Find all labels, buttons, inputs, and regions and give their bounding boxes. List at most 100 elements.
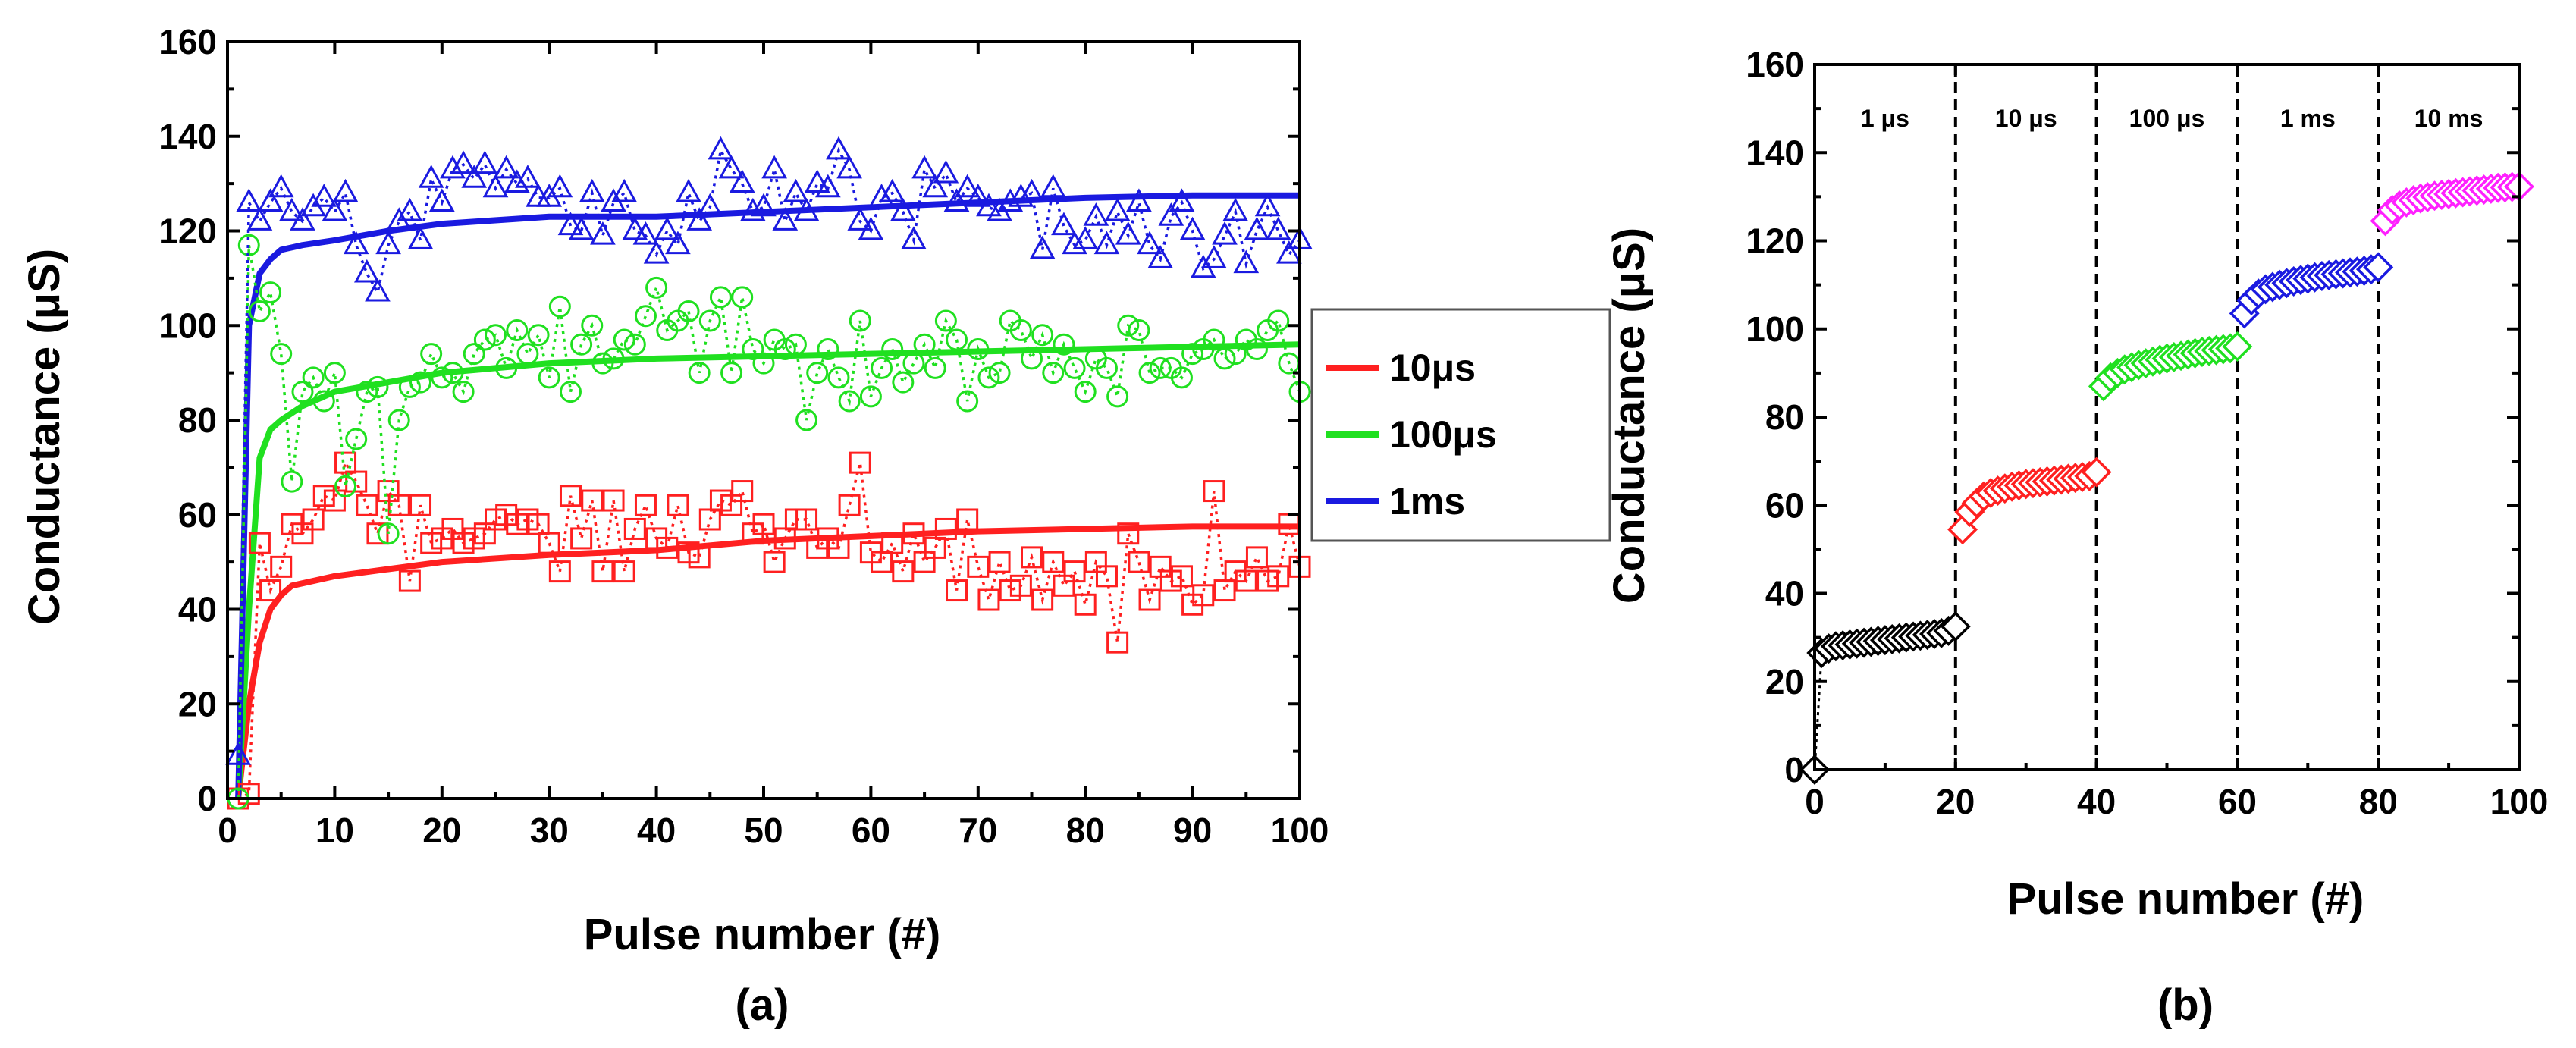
data-point	[934, 309, 957, 332]
data-point	[773, 337, 796, 360]
y-tick-label: 120	[158, 212, 217, 251]
data-point	[742, 337, 764, 360]
data-point	[366, 375, 389, 398]
data-point	[463, 343, 485, 366]
region-label: 10 ms	[2414, 105, 2483, 132]
x-tick-label: 60	[852, 811, 890, 850]
data-point	[1029, 235, 1056, 259]
data-point	[911, 155, 937, 179]
data-point	[548, 295, 571, 318]
data-point	[924, 536, 946, 559]
legend-box	[1310, 308, 1611, 542]
panel-b-chart: 1 μs 10 μs 100 μs 1 ms 10 ms 0 20 40 60 80 100 120…	[1605, 45, 2548, 1030]
data-point	[817, 337, 839, 360]
data-point	[440, 155, 466, 179]
data-point	[1212, 221, 1238, 245]
data-point	[838, 390, 861, 413]
data-point	[849, 309, 871, 332]
data-point	[356, 494, 378, 516]
data-point	[1254, 193, 1281, 217]
data-point	[1276, 240, 1302, 264]
x-tick-label: 70	[959, 811, 997, 850]
legend-label: 100μs	[1389, 413, 1497, 456]
data-point	[506, 318, 529, 341]
data-point	[365, 278, 391, 302]
data-point	[257, 188, 284, 212]
data-point	[259, 579, 282, 602]
data-point	[836, 155, 862, 179]
data-point	[334, 451, 357, 474]
data-point	[902, 352, 925, 375]
data-point	[804, 169, 830, 193]
data-point	[591, 352, 614, 375]
data-point	[827, 366, 850, 389]
data-point	[954, 174, 981, 198]
x-tick-label: 60	[2218, 782, 2257, 821]
data-point	[1021, 546, 1043, 569]
data-point	[922, 174, 949, 198]
x-tick-label: 0	[218, 811, 237, 850]
x-tick-label: 80	[2359, 782, 2398, 821]
data-point	[323, 489, 346, 512]
data-point	[881, 337, 904, 360]
data-point	[302, 366, 325, 389]
data-point	[1179, 216, 1206, 240]
data-point	[1083, 202, 1109, 226]
data-point	[1021, 347, 1043, 370]
data-point	[420, 343, 443, 366]
data-point	[248, 300, 271, 323]
data-point	[988, 551, 1011, 573]
x-tick-label: 20	[422, 811, 461, 850]
data-point	[933, 159, 959, 184]
data-point	[634, 305, 657, 328]
data-point	[946, 328, 968, 351]
y-tick-label: 160	[1746, 45, 1804, 84]
data-point	[763, 551, 786, 573]
data-point	[1072, 226, 1099, 249]
x-tick-label: 90	[1173, 811, 1212, 850]
data-point	[946, 579, 968, 602]
series-group-4	[2229, 252, 2394, 329]
data-point	[1051, 212, 1077, 236]
data-point	[1278, 513, 1301, 535]
data-point	[1278, 352, 1301, 375]
legend: 10μs 100μs 1ms	[1310, 308, 1611, 542]
plot-frame	[1813, 63, 2521, 771]
data-point	[334, 475, 357, 497]
data-point	[698, 508, 721, 531]
data-point	[1117, 314, 1140, 337]
data-point	[1192, 584, 1215, 607]
data-point	[1053, 333, 1075, 356]
data-point	[815, 174, 841, 198]
data-point	[1170, 366, 1193, 389]
data-point	[452, 381, 475, 403]
data-point	[988, 362, 1011, 384]
y-axis-label: Conductance (μS)	[1605, 227, 1654, 604]
x-tick-label: 100	[1271, 811, 1329, 850]
data-point	[698, 309, 721, 332]
y-tick-label: 100	[1746, 309, 1804, 349]
data-point	[654, 216, 680, 240]
data-point	[225, 742, 251, 765]
data-point	[656, 536, 679, 559]
data-point	[602, 347, 625, 370]
data-point	[1235, 569, 1257, 592]
data-point	[1074, 593, 1097, 616]
panel-label-b: (b)	[2157, 981, 2214, 1030]
x-tick-label: 100	[2490, 782, 2549, 821]
data-point	[1128, 551, 1150, 573]
data-point	[291, 381, 314, 403]
data-point	[312, 390, 335, 413]
data-point	[1137, 231, 1162, 255]
data-point	[1126, 188, 1152, 212]
x-axis-label: Pulse number (#)	[2007, 874, 2364, 924]
data-points	[225, 136, 1313, 810]
data-point	[967, 337, 990, 360]
data-point	[353, 259, 380, 283]
data-point	[879, 178, 905, 202]
y-tick-label: 40	[178, 590, 217, 629]
y-tick-label: 120	[1746, 221, 1804, 261]
data-point	[1040, 174, 1066, 198]
data-point	[290, 207, 315, 231]
